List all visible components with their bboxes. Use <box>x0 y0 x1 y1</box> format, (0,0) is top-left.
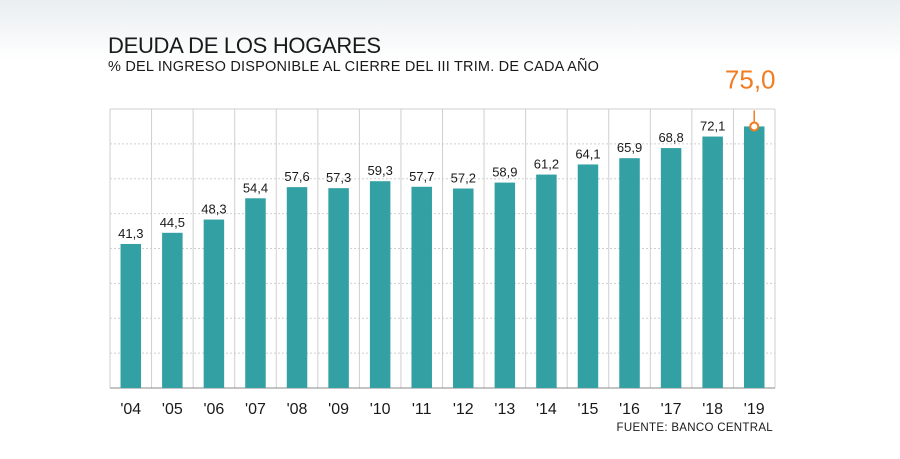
bar <box>536 174 557 388</box>
bar-value-label: 41,3 <box>118 226 143 241</box>
x-tick-label: '15 <box>578 401 599 418</box>
bar-value-label: 64,1 <box>575 146 600 161</box>
bar <box>328 188 349 388</box>
bar-value-label: 57,6 <box>284 169 309 184</box>
x-tick-label: '10 <box>370 401 391 418</box>
chart-subtitle: % DEL INGRESO DISPONIBLE AL CIERRE DEL I… <box>108 59 600 75</box>
bar-value-label: 57,7 <box>409 169 434 184</box>
bar-value-label: 61,2 <box>534 157 559 172</box>
bar-value-label: 44,5 <box>160 215 185 230</box>
chart-title: DEUDA DE LOS HOGARES <box>108 33 381 58</box>
x-tick-label: '12 <box>453 401 474 418</box>
bar <box>411 186 432 388</box>
x-tick-label: '19 <box>744 401 765 418</box>
bar-value-label: 57,3 <box>326 170 351 185</box>
x-tick-label: '17 <box>661 401 682 418</box>
bar-value-label: 72,1 <box>700 119 725 134</box>
bar <box>369 181 391 388</box>
bar-value-label: 59,3 <box>368 163 393 178</box>
bar <box>203 219 225 388</box>
x-tick-label: '04 <box>120 401 141 418</box>
bar-value-label: 48,3 <box>201 202 226 217</box>
bar-value-label: 68,8 <box>658 130 683 145</box>
bar <box>619 158 640 388</box>
bar-value-label: 54,4 <box>243 180 268 195</box>
bar-value-label: 58,9 <box>492 165 517 180</box>
x-tick-label: '08 <box>287 401 308 418</box>
x-tick-label: '18 <box>702 401 723 418</box>
bar-value-label: 57,2 <box>451 171 476 186</box>
bar <box>162 232 183 388</box>
bar <box>453 188 474 388</box>
x-tick-label: '11 <box>412 401 432 418</box>
x-tick-label: '13 <box>494 401 515 418</box>
bar <box>577 164 599 388</box>
x-tick-label: '06 <box>203 401 224 418</box>
x-tick-label: '05 <box>162 401 183 418</box>
bars <box>120 126 765 388</box>
bar <box>660 148 682 388</box>
bar <box>286 187 308 388</box>
bar <box>120 243 142 388</box>
x-tick-label: '09 <box>328 401 349 418</box>
bar <box>494 182 516 388</box>
highlight-marker <box>749 121 760 132</box>
bar <box>245 198 266 388</box>
x-axis-ticks: '04 '05 '06 '07 '08 '09 '10 '11 '12 '13 '14 '15 '16 '… <box>120 401 764 418</box>
x-tick-label: '14 <box>536 401 557 418</box>
value-labels: 41,3 44,5 48,3 54,4 57,6 57,3 59,3 57,7 57,2 58,9… <box>118 64 775 241</box>
bar-value-label: 65,9 <box>617 140 642 155</box>
x-tick-label: '07 <box>245 401 266 418</box>
bar-value-label-highlight: 75,0 <box>725 64 776 94</box>
x-tick-label: '16 <box>619 401 640 418</box>
chart-source: FUENTE: BANCO CENTRAL <box>616 422 773 434</box>
bar <box>702 136 723 388</box>
bar <box>743 126 765 388</box>
